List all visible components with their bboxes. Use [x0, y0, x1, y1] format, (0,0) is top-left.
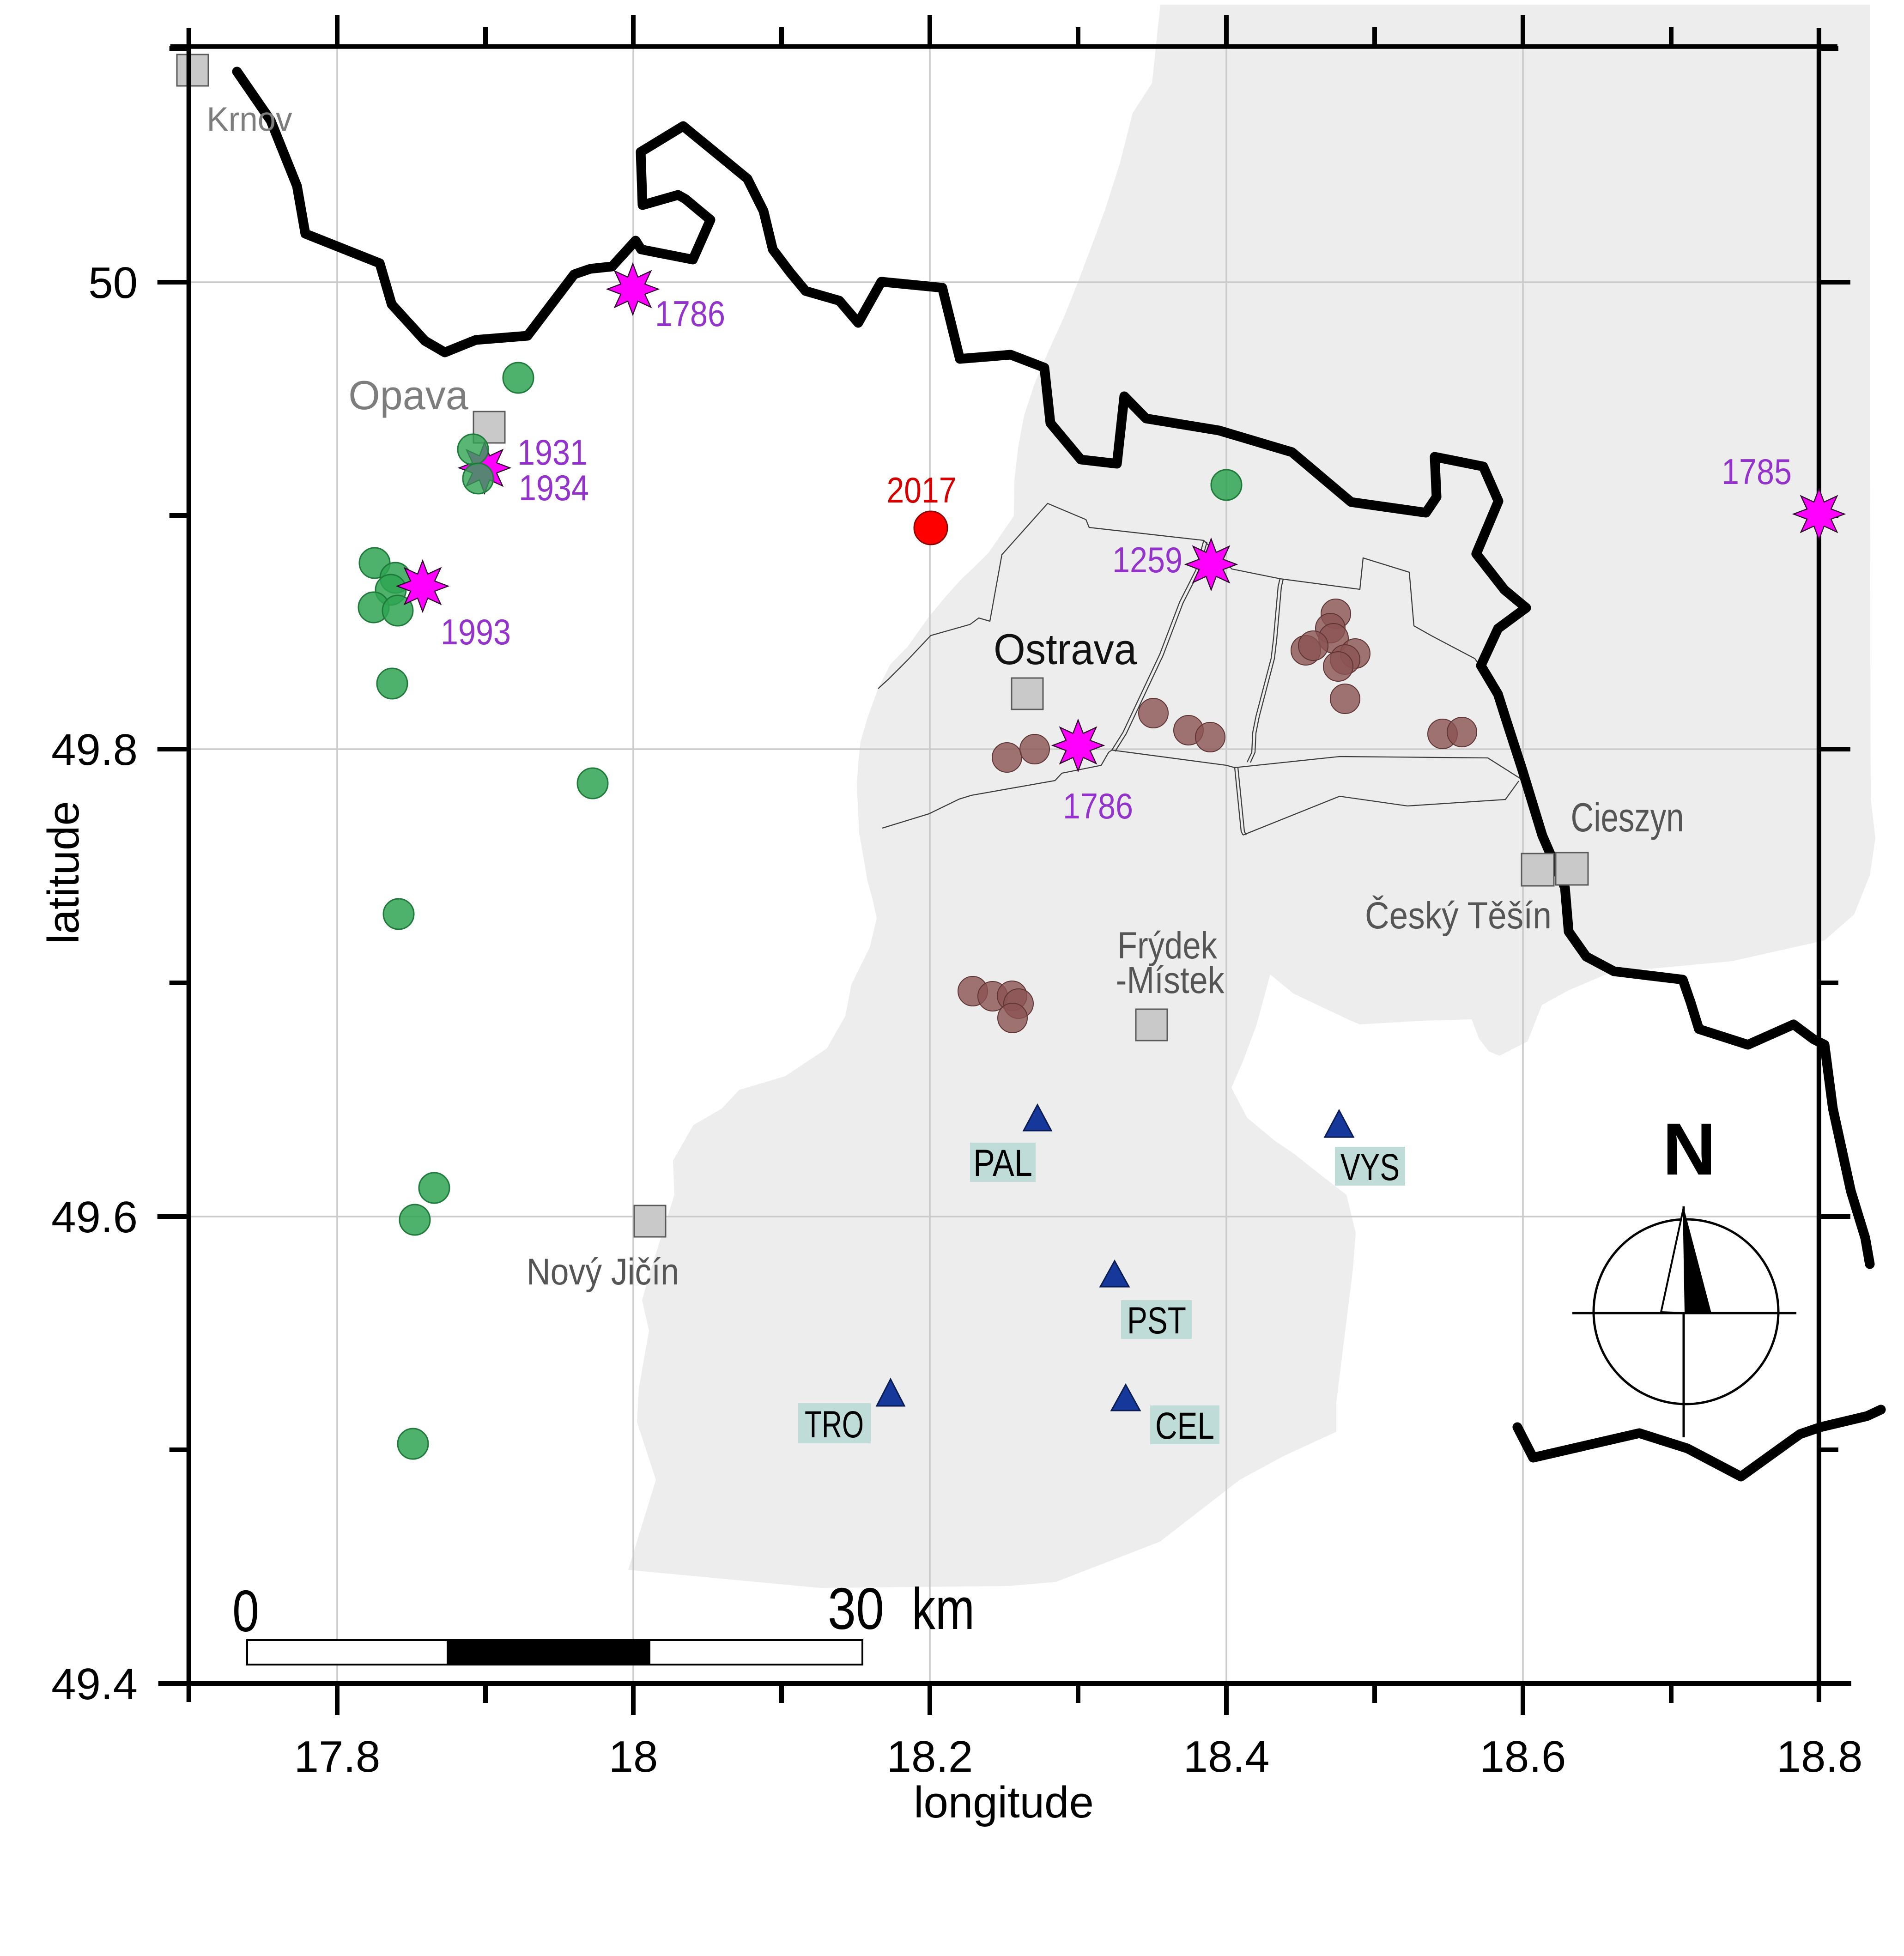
- svg-text:2017: 2017: [887, 470, 957, 510]
- svg-text:Krnov: Krnov: [207, 101, 292, 138]
- svg-text:49.6: 49.6: [51, 1193, 138, 1242]
- svg-text:Cieszyn: Cieszyn: [1571, 794, 1684, 840]
- svg-text:TRO: TRO: [805, 1404, 864, 1446]
- svg-text:Nový Jičín: Nový Jičín: [527, 1251, 679, 1293]
- svg-text:0: 0: [232, 1578, 259, 1644]
- svg-text:PAL: PAL: [973, 1142, 1032, 1184]
- svg-text:Český Těšín: Český Těšín: [1365, 895, 1552, 937]
- svg-text:latitude: latitude: [39, 801, 88, 944]
- svg-text:-Místek: -Místek: [1116, 959, 1225, 1001]
- svg-text:km: km: [912, 1576, 975, 1641]
- svg-text:30: 30: [828, 1576, 884, 1641]
- svg-text:1786: 1786: [655, 293, 725, 334]
- svg-text:PST: PST: [1127, 1300, 1186, 1342]
- svg-text:Frýdek: Frýdek: [1117, 925, 1218, 967]
- svg-text:Opava: Opava: [348, 372, 468, 418]
- svg-text:1934: 1934: [519, 467, 589, 508]
- svg-text:50: 50: [88, 258, 138, 308]
- svg-text:N: N: [1662, 1108, 1716, 1190]
- svg-text:17.8: 17.8: [294, 1732, 381, 1781]
- svg-text:49.8: 49.8: [51, 725, 138, 775]
- svg-text:1259: 1259: [1112, 539, 1182, 580]
- svg-text:18: 18: [609, 1732, 658, 1781]
- svg-text:18.8: 18.8: [1777, 1732, 1863, 1781]
- svg-text:Ostrava: Ostrava: [994, 625, 1137, 673]
- svg-text:1931: 1931: [517, 432, 588, 472]
- svg-text:longitude: longitude: [914, 1778, 1094, 1827]
- svg-text:18.2: 18.2: [887, 1732, 973, 1781]
- svg-text:1786: 1786: [1063, 786, 1133, 826]
- svg-text:49.4: 49.4: [51, 1659, 138, 1709]
- svg-text:VYS: VYS: [1340, 1146, 1400, 1188]
- svg-text:18.4: 18.4: [1183, 1732, 1270, 1781]
- svg-text:18.6: 18.6: [1480, 1732, 1566, 1781]
- svg-text:CEL: CEL: [1155, 1405, 1214, 1447]
- svg-text:1993: 1993: [441, 612, 511, 652]
- svg-text:1785: 1785: [1722, 451, 1792, 492]
